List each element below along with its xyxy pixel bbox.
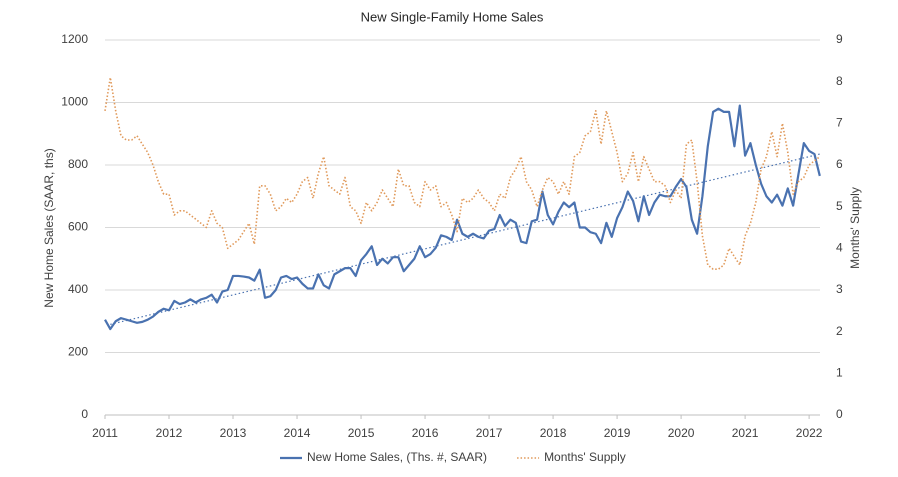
y2-tick-label: 0 xyxy=(836,407,843,421)
y2-tick-label: 9 xyxy=(836,32,843,46)
x-tick-label: 2021 xyxy=(732,426,759,440)
legend-label: New Home Sales, (Ths. #, SAAR) xyxy=(307,450,487,464)
x-tick-label: 2012 xyxy=(156,426,183,440)
y2-tick-label: 8 xyxy=(836,74,843,88)
trendline xyxy=(110,153,820,325)
x-tick-label: 2011 xyxy=(92,426,118,440)
y-tick-label: 400 xyxy=(68,282,88,296)
y2-tick-label: 2 xyxy=(836,324,843,338)
x-tick-label: 2014 xyxy=(284,426,311,440)
y-axis-label: New Home Sales (SAAR, ths) xyxy=(42,148,56,307)
x-tick-label: 2020 xyxy=(668,426,695,440)
y-tick-label: 600 xyxy=(68,220,88,234)
y2-tick-label: 1 xyxy=(836,366,843,380)
y2-tick-label: 3 xyxy=(836,282,843,296)
y2-tick-label: 4 xyxy=(836,241,843,255)
y2-tick-label: 6 xyxy=(836,157,843,171)
y-tick-label: 800 xyxy=(68,157,88,171)
x-tick-label: 2015 xyxy=(348,426,375,440)
series-line xyxy=(104,76,821,270)
x-tick-label: 2019 xyxy=(604,426,631,440)
x-tick-label: 2017 xyxy=(476,426,503,440)
x-tick-label: 2018 xyxy=(540,426,567,440)
x-tick-label: 2013 xyxy=(220,426,247,440)
y-tick-label: 1200 xyxy=(61,32,88,46)
chart-title: New Single-Family Home Sales xyxy=(361,9,544,24)
y2-axis-label: Months' Supply xyxy=(848,187,862,269)
x-tick-label: 2022 xyxy=(796,426,823,440)
y-tick-label: 0 xyxy=(81,407,88,421)
x-tick-label: 2016 xyxy=(412,426,439,440)
legend-label: Months' Supply xyxy=(544,450,626,464)
y-tick-label: 200 xyxy=(68,345,88,359)
y2-tick-label: 7 xyxy=(836,116,843,130)
y2-tick-label: 5 xyxy=(836,199,843,213)
y-tick-label: 1000 xyxy=(61,95,88,109)
series-line xyxy=(104,104,821,331)
